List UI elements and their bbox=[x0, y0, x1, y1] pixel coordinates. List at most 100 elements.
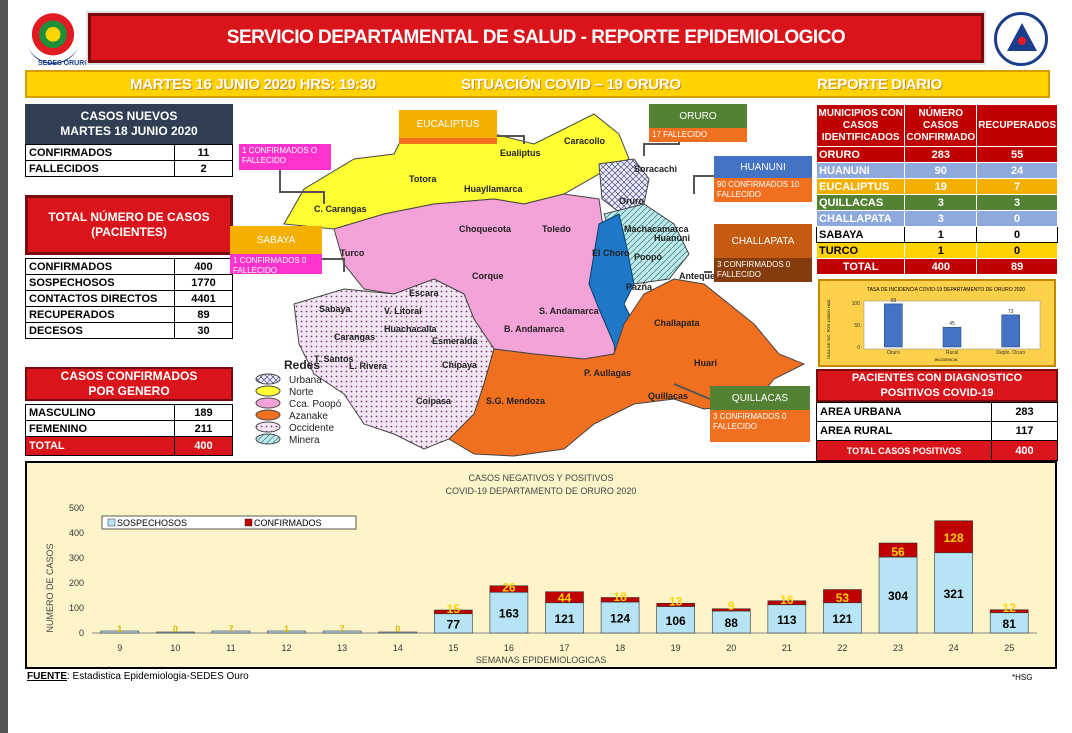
x-tick-label: 13 bbox=[337, 643, 347, 653]
bar-confirmados bbox=[545, 591, 584, 604]
bar-sospechosos bbox=[600, 601, 640, 634]
table-row: SABAYA 1 0 bbox=[815, 226, 1058, 243]
legend-label-confirmados: CONFIRMADOS bbox=[254, 518, 322, 528]
total-value: 400 bbox=[174, 436, 233, 456]
footer-source-text: : Estadistica Epidemiologia-SEDES Ouro bbox=[67, 671, 249, 682]
incidence-bar bbox=[884, 303, 903, 348]
diagnosis-title-line2: POSITIVOS COVID-19 bbox=[880, 386, 994, 399]
x-tick-label: 18 bbox=[615, 643, 625, 653]
municipality-cases: 90 bbox=[904, 162, 978, 179]
incidence-bar bbox=[942, 326, 962, 348]
callout-sabaya: SABAYA bbox=[230, 226, 322, 254]
map-svg: Caracollo Eualiptus Soracachi Totora Hua… bbox=[255, 113, 806, 457]
incidence-title: TASA DE INCIDENCIA COVID-19 DEPARTAMENTO… bbox=[867, 287, 1025, 293]
incidence-ylabel: TASA DE INC. POR 100000 HAB. bbox=[826, 299, 831, 359]
municipality-cases: 1 bbox=[904, 242, 978, 259]
bar-confirmados bbox=[989, 609, 1029, 614]
place-label: Machacamarca bbox=[624, 224, 690, 234]
bar-label-sospechosos: 77 bbox=[447, 617, 461, 631]
municipality-recovered: 0 bbox=[976, 226, 1058, 243]
bar-label-confirmados: 44 bbox=[558, 591, 572, 605]
incidence-bar-label: 98 bbox=[891, 298, 897, 304]
bar-label-sospechosos: 106 bbox=[666, 614, 686, 628]
bar-sospechosos bbox=[545, 602, 584, 634]
bar-label-sospechosos: 321 bbox=[944, 587, 964, 601]
bar-label-confirmados: 16 bbox=[780, 593, 794, 607]
callout-connector bbox=[322, 258, 345, 272]
municipality-name: SABAYA bbox=[815, 226, 906, 243]
bar-label-confirmados: 128 bbox=[944, 531, 964, 545]
footer-source-label: FUENTE bbox=[27, 671, 67, 682]
municipalities-body: ORURO 283 55 HUANUNI 90 24 EUCALIPTUS 19 7 QUILLA… bbox=[815, 146, 1058, 259]
new-cases-header: CASOS NUEVOS MARTES 18 JUNIO 2020 bbox=[25, 104, 233, 144]
place-label: Challapata bbox=[654, 318, 701, 328]
totals-panel: TOTAL NÚMERO DE CASOS (PACIENTES) CONFIR… bbox=[25, 195, 233, 339]
callout-oruro-detail: 17 FALLECIDO bbox=[649, 128, 747, 142]
sedes-logo-text: SEDES ORURO bbox=[38, 60, 90, 67]
bar-label-sospechosos: 121 bbox=[832, 612, 852, 626]
incidence-y-tick: 0 bbox=[857, 345, 860, 351]
report-situation: SITUACIÓN COVID – 19 ORURO bbox=[461, 75, 681, 93]
municipality-cases: 3 bbox=[904, 194, 978, 211]
chart-legend-box bbox=[101, 515, 357, 530]
place-label: Eualiptus bbox=[500, 148, 541, 158]
table-row: TOTAL 400 bbox=[25, 436, 233, 456]
place-label: Oruro bbox=[619, 196, 645, 206]
table-row: SOSPECHOSOS 1770 bbox=[25, 274, 233, 291]
incidence-xlabel: INCIDENCIA bbox=[934, 357, 957, 362]
weekly-cases-chart: CASOS NEGATIVOS Y POSITIVOS COVID-19 DEP… bbox=[25, 461, 1057, 669]
chart-ylabel: NUMERO DE CASOS bbox=[45, 543, 55, 632]
place-label: Caracollo bbox=[564, 136, 606, 146]
municipality-recovered: 0 bbox=[976, 210, 1058, 227]
gender-title-line2: POR GENERO bbox=[88, 384, 170, 398]
bar-label-confirmados: 13 bbox=[669, 595, 683, 609]
legend-label: Minera bbox=[289, 435, 320, 446]
place-label: Soracachi bbox=[634, 164, 677, 174]
chart-title: CASOS NEGATIVOS Y POSITIVOS bbox=[468, 473, 613, 483]
table-row: HUANUNI 90 24 bbox=[815, 162, 1058, 179]
bar-label-confirmados: 53 bbox=[836, 591, 850, 605]
bar-label-sospechosos: 81 bbox=[1003, 617, 1017, 631]
footer-source: FUENTE: Estadistica Epidemiologia-SEDES … bbox=[27, 671, 249, 682]
row-label: FEMENINO bbox=[25, 420, 175, 437]
table-row: CONFIRMADOS 11 bbox=[25, 144, 233, 161]
sedes-logo bbox=[26, 10, 80, 64]
total-value: 400 bbox=[991, 440, 1058, 461]
x-tick-label: 11 bbox=[226, 643, 235, 653]
callout-sabaya-detail: 1 CONFIRMADOS 0 FALLECIDO bbox=[230, 254, 322, 275]
bar-label-confirmados: 12 bbox=[1003, 601, 1017, 615]
col-header: NÚMERO CASOS CONFIRMADO bbox=[904, 104, 978, 147]
incidence-y-tick: 50 bbox=[854, 323, 860, 329]
bar-confirmados bbox=[489, 585, 529, 593]
row-value: 283 bbox=[991, 402, 1058, 422]
bar-label-sospechosos: 7 bbox=[340, 624, 345, 634]
incidence-x-tick: Rural bbox=[946, 350, 958, 356]
place-label: Huayllamarca bbox=[464, 184, 524, 194]
row-value: 2 bbox=[174, 160, 233, 177]
table-row: AREA RURAL 117 bbox=[816, 421, 1058, 441]
bar-sospechosos bbox=[767, 604, 807, 634]
callout-eucaliptus-detail bbox=[399, 138, 497, 144]
legend-swatch-norte bbox=[255, 385, 281, 397]
bar-confirmados bbox=[767, 600, 807, 606]
municipality-recovered: 24 bbox=[976, 162, 1058, 179]
x-tick-label: 23 bbox=[893, 643, 903, 653]
callout-huanuni-detail: 90 CONFIRMADOS 10 FALLECIDO bbox=[714, 178, 812, 202]
row-label: RECUPERADOS bbox=[25, 306, 175, 323]
row-value: 4401 bbox=[174, 290, 233, 307]
table-row: TOTAL CASOS POSITIVOS 400 bbox=[816, 440, 1058, 461]
callout-huanuni: HUANUNI bbox=[714, 156, 812, 178]
bar-confirmados bbox=[600, 597, 640, 603]
row-label: AREA URBANA bbox=[816, 402, 992, 422]
callout-connector bbox=[693, 175, 714, 194]
total-label: TOTAL bbox=[25, 436, 175, 456]
row-label: FALLECIDOS bbox=[25, 160, 175, 177]
x-tick-label: 15 bbox=[448, 643, 458, 653]
place-label: Totora bbox=[409, 174, 437, 184]
bar-confirmados bbox=[656, 602, 695, 607]
municipality-cases: 3 bbox=[904, 210, 978, 227]
bar-confirmados bbox=[711, 608, 751, 612]
col-header: RECUPERADOS bbox=[976, 104, 1058, 147]
place-label: V. Litoral bbox=[384, 306, 422, 316]
legend-label: Azanake bbox=[289, 411, 328, 422]
